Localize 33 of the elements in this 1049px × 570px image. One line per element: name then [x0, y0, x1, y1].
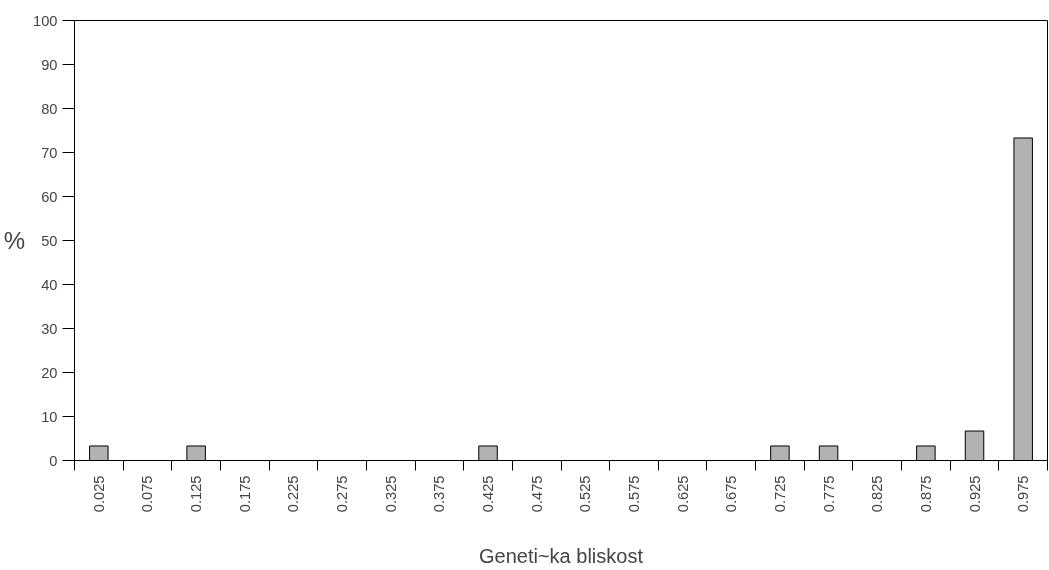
y-tick-label: 30 — [41, 320, 58, 337]
y-tick-label: 20 — [41, 364, 58, 381]
x-tick-label: 0.575 — [625, 475, 642, 513]
x-axis-title: Geneti~ka bliskost — [479, 545, 644, 568]
y-tick-label: 100 — [33, 12, 58, 29]
y-tick-label: 10 — [41, 408, 58, 425]
y-tick-label: 80 — [41, 100, 58, 117]
x-tick-label: 0.425 — [480, 475, 497, 513]
y-tick-label: 0 — [49, 452, 58, 469]
x-tick-label: 0.875 — [917, 475, 934, 513]
x-tick-label: 0.475 — [528, 475, 545, 513]
x-tick-label: 0.675 — [723, 475, 740, 513]
x-tick-label: 0.325 — [382, 475, 399, 513]
y-tick-label: 70 — [41, 144, 58, 161]
y-tick-label: 90 — [41, 56, 58, 73]
x-tick-label: 0.175 — [236, 475, 253, 513]
y-tick-label: 40 — [41, 276, 58, 293]
x-tick-label: 0.275 — [334, 475, 351, 513]
x-tick-label: 0.525 — [577, 475, 594, 513]
x-tick-label: 0.375 — [431, 475, 448, 513]
x-tick-label: 0.225 — [285, 475, 302, 513]
y-axis-title: % — [3, 227, 26, 254]
x-tick-label: 0.625 — [674, 475, 691, 513]
x-tick-label: 0.925 — [966, 475, 983, 513]
x-tick-label: 0.725 — [771, 475, 788, 513]
x-tick-label: 0.025 — [90, 475, 107, 513]
x-tick-label: 0.125 — [188, 475, 205, 513]
y-tick-label: 50 — [41, 232, 58, 249]
y-tick-label: 60 — [41, 188, 58, 205]
x-tick-label: 0.075 — [139, 475, 156, 513]
x-tick-label: 0.975 — [1015, 475, 1032, 513]
x-tick-label: 0.775 — [820, 475, 837, 513]
x-tick-label: 0.825 — [869, 475, 886, 513]
